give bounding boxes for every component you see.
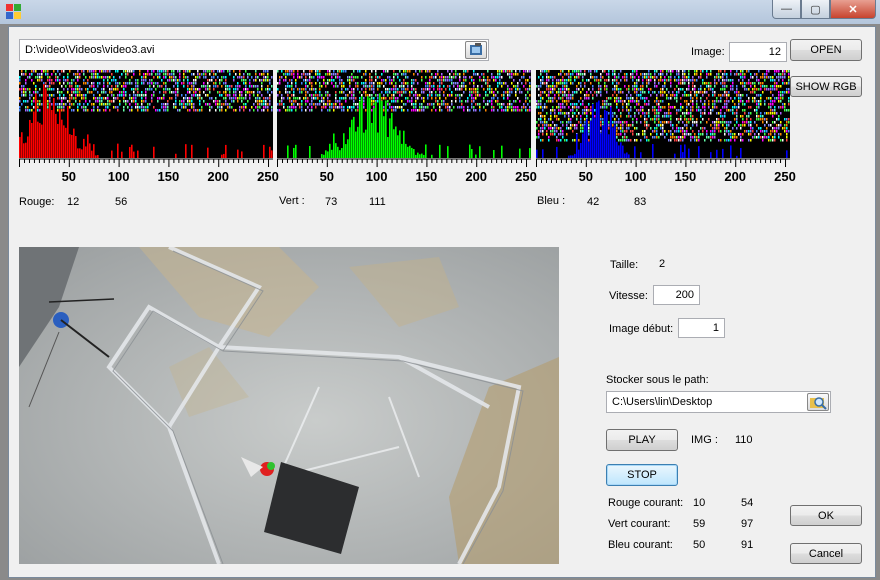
show-rgb-button[interactable]: SHOW RGB [790, 76, 862, 97]
minimize-button[interactable]: — [772, 0, 801, 19]
image-debut-label: Image début: [609, 323, 674, 335]
cancel-button[interactable]: Cancel [790, 543, 862, 564]
red-histogram [19, 70, 273, 158]
magnifier-folder-icon [810, 397, 827, 410]
save-path-field[interactable]: C:\Users\lin\Desktop [606, 391, 831, 413]
axis-tick-label: 100 [624, 169, 647, 184]
vert-label: Vert : [279, 195, 305, 207]
axis-tick-label: 200 [207, 169, 230, 184]
title-bar: — ▢ ✕ [0, 0, 880, 24]
folder-browse-icon[interactable] [465, 41, 487, 59]
bleu-min-value: 42 [587, 196, 600, 208]
open-button[interactable]: OPEN [790, 39, 862, 61]
img-counter-value: 110 [735, 434, 753, 446]
bleu-courant-min: 50 [693, 539, 706, 551]
rouge-max-value: 56 [115, 196, 128, 208]
image-debut-field[interactable]: 1 [678, 318, 725, 338]
axis-tick-label: 250 [515, 169, 537, 184]
axis-tick-label: 150 [157, 169, 180, 184]
vert-courant-min: 59 [693, 518, 706, 530]
axis-tick-label: 200 [724, 169, 747, 184]
image-number-field[interactable]: 12 [729, 42, 787, 62]
vitesse-label: Vitesse: [609, 290, 648, 302]
video-frame [19, 247, 559, 564]
axis-tick-label: 50 [319, 169, 335, 184]
axis-tick-label: 50 [578, 169, 594, 184]
film-folder-icon [470, 43, 482, 55]
bleu-max-value: 83 [634, 196, 647, 208]
blue-histogram [536, 70, 790, 158]
video-frame-image [19, 247, 559, 564]
axis-ticks [277, 158, 531, 167]
axis-ticks [19, 158, 273, 167]
rouge-courant-min: 10 [693, 497, 706, 509]
image-label: Image: [691, 46, 725, 58]
red-histogram-axis: 50 100 150 200 250 [19, 158, 279, 188]
bleu-label: Bleu : [537, 195, 566, 207]
path-label: Stocker sous le path: [606, 374, 709, 386]
axis-tick-label: 100 [107, 169, 130, 184]
bleu-courant-max: 91 [741, 539, 754, 551]
blue-histogram-axis: 50 100 150 200 250 [536, 158, 796, 188]
img-counter-label: IMG : [691, 434, 718, 446]
bleu-courant-label: Bleu courant: [608, 539, 673, 551]
taille-label: Taille: [610, 259, 639, 271]
rouge-courant-label: Rouge courant: [608, 497, 684, 509]
axis-tick-label: 100 [365, 169, 388, 184]
play-button[interactable]: PLAY [606, 429, 678, 451]
maximize-button[interactable]: ▢ [801, 0, 830, 19]
axis-tick-label: 50 [61, 169, 77, 184]
close-button[interactable]: ✕ [830, 0, 876, 19]
app-icon [6, 4, 22, 20]
rouge-min-value: 12 [67, 196, 80, 208]
axis-tick-label: 250 [774, 169, 796, 184]
vert-courant-max: 97 [741, 518, 754, 530]
axis-ticks [536, 158, 790, 167]
rouge-courant-max: 54 [741, 497, 754, 509]
rouge-label: Rouge: [19, 196, 55, 208]
taille-value: 2 [659, 258, 666, 270]
axis-tick-label: 150 [674, 169, 697, 184]
folder-search-icon[interactable] [807, 393, 829, 411]
green-histogram-axis: 50 100 150 200 250 [277, 158, 537, 188]
main-form: D:\video\Videos\video3.avi Image: 12 OPE… [8, 26, 876, 578]
axis-tick-label: 250 [257, 169, 279, 184]
green-histogram [277, 70, 531, 158]
file-path-field[interactable]: D:\video\Videos\video3.avi [19, 39, 489, 61]
vert-courant-label: Vert courant: [608, 518, 671, 530]
vert-min-value: 73 [325, 196, 338, 208]
ok-button[interactable]: OK [790, 505, 862, 526]
axis-tick-label: 200 [465, 169, 488, 184]
vitesse-field[interactable]: 200 [653, 285, 700, 305]
stop-button[interactable]: STOP [606, 464, 678, 486]
vert-max-value: 111 [369, 196, 386, 208]
axis-tick-label: 150 [415, 169, 438, 184]
